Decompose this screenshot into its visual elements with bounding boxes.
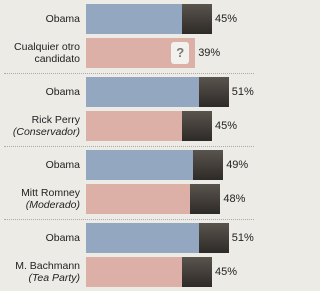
value-label: 45% bbox=[215, 4, 237, 34]
bar bbox=[86, 111, 212, 141]
bar-label: M. Bachmann(Tea Party) bbox=[0, 260, 80, 284]
label-name: M. Bachmann bbox=[0, 260, 80, 272]
label-name: Cualquier otro candidato bbox=[0, 41, 80, 65]
label-sub: (Moderado) bbox=[0, 199, 80, 211]
bar-label: Cualquier otro candidato bbox=[0, 41, 80, 65]
value-label: 45% bbox=[215, 257, 237, 287]
value-label: 49% bbox=[226, 150, 248, 180]
label-name: Obama bbox=[0, 232, 80, 244]
unknown-icon: ? bbox=[171, 42, 189, 64]
label-name: Obama bbox=[0, 159, 80, 171]
photo bbox=[182, 257, 212, 287]
label-name: Mitt Romney bbox=[0, 187, 80, 199]
photo bbox=[199, 223, 229, 253]
label-sub: (Tea Party) bbox=[0, 272, 80, 284]
page: Obama 45% Cualquier otro candidato? 39% Obam… bbox=[0, 0, 256, 291]
separator bbox=[4, 219, 254, 220]
bar-label: Mitt Romney(Moderado) bbox=[0, 187, 80, 211]
bar bbox=[86, 257, 212, 287]
photo bbox=[182, 111, 212, 141]
bar-label: Obama bbox=[0, 86, 80, 98]
separator bbox=[4, 73, 254, 74]
bar-label: Rick Perry(Conservador) bbox=[0, 114, 80, 138]
bar: ? bbox=[86, 38, 195, 68]
value-label: 39% bbox=[198, 38, 220, 68]
bar bbox=[86, 4, 212, 34]
photo bbox=[199, 77, 229, 107]
photo bbox=[190, 184, 220, 214]
bar bbox=[86, 223, 229, 253]
photo bbox=[193, 150, 223, 180]
bar bbox=[86, 150, 223, 180]
bar bbox=[86, 77, 229, 107]
value-label: 51% bbox=[232, 77, 254, 107]
bar bbox=[86, 184, 220, 214]
value-label: 51% bbox=[232, 223, 254, 253]
chart: Obama 45% Cualquier otro candidato? 39% Obam… bbox=[0, 0, 256, 291]
label-name: Obama bbox=[0, 13, 80, 25]
bar-label: Obama bbox=[0, 13, 80, 25]
label-name: Obama bbox=[0, 86, 80, 98]
label-sub: (Conservador) bbox=[0, 126, 80, 138]
separator bbox=[4, 146, 254, 147]
value-label: 48% bbox=[223, 184, 245, 214]
label-name: Rick Perry bbox=[0, 114, 80, 126]
value-label: 45% bbox=[215, 111, 237, 141]
photo: ? bbox=[165, 38, 195, 68]
bar-label: Obama bbox=[0, 159, 80, 171]
photo bbox=[182, 4, 212, 34]
bar-label: Obama bbox=[0, 232, 80, 244]
